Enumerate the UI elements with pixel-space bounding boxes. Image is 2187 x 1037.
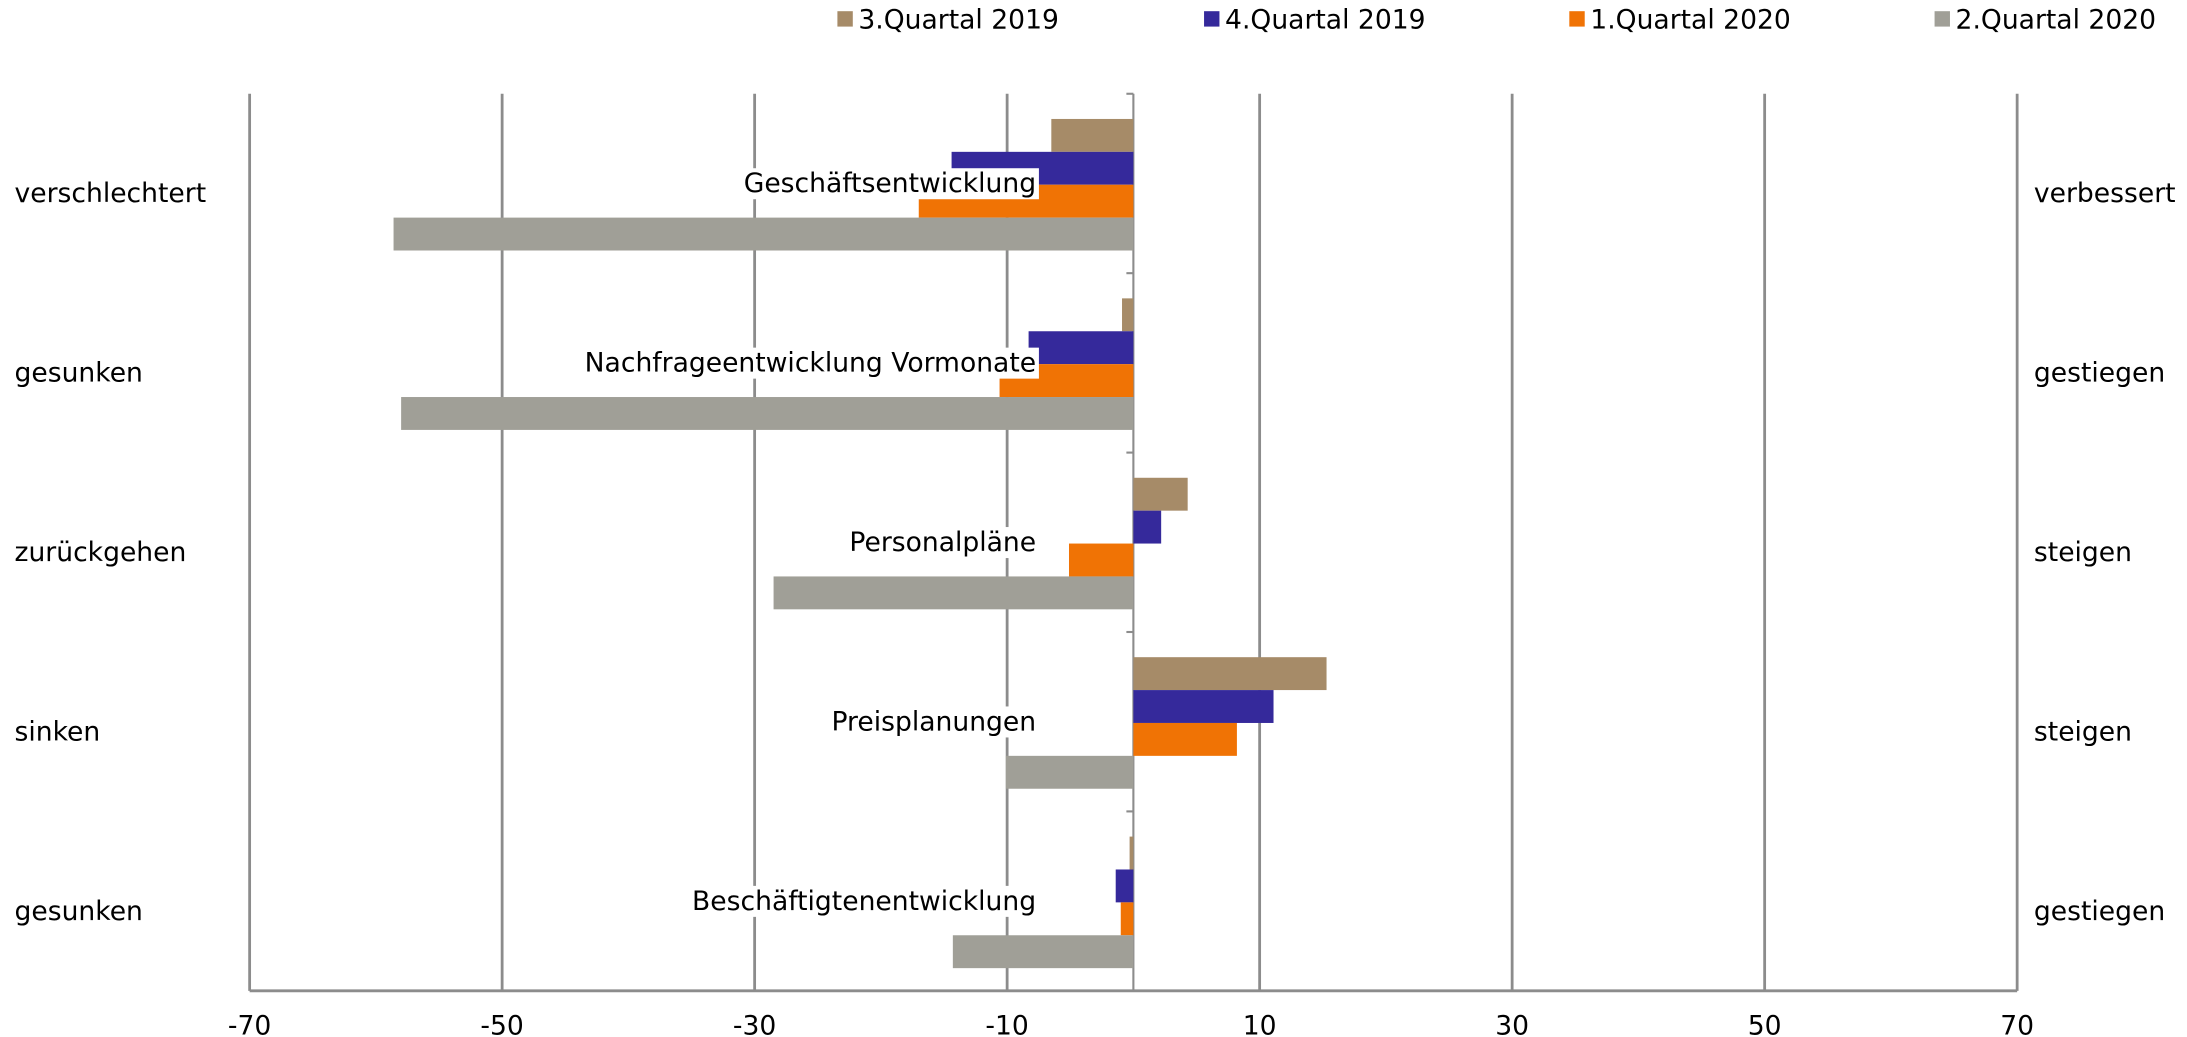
legend-swatch [1934, 11, 1950, 27]
bar [773, 576, 1134, 610]
left-label: sinken [15, 716, 101, 747]
x-tick-label: -10 [985, 1011, 1028, 1037]
x-tick-label: 50 [1748, 1011, 1782, 1037]
bar [1133, 510, 1162, 544]
right-label: gestiegen [2034, 896, 2165, 927]
legend-label: 3.Quartal 2019 [858, 4, 1059, 35]
x-tick-label: 10 [1243, 1011, 1277, 1037]
category-label-bg [740, 168, 1039, 200]
right-label: steigen [2034, 537, 2132, 568]
bar [1122, 298, 1134, 332]
x-tick-label: -30 [733, 1011, 776, 1037]
bar [1129, 836, 1134, 870]
x-tick-label: -70 [228, 1011, 271, 1037]
category-label-bg [846, 527, 1039, 559]
bar [1133, 477, 1188, 511]
category-label-bg [581, 347, 1039, 379]
x-tick-label: 30 [1495, 1011, 1529, 1037]
bar [401, 397, 1134, 430]
right-label: gestiegen [2034, 358, 2165, 389]
bar [1115, 869, 1134, 903]
bar [952, 935, 1134, 969]
category-label: Geschäftsentwicklung [744, 168, 1036, 199]
category-label: Nachfrageentwicklung Vormonate [585, 348, 1036, 379]
left-label: gesunken [15, 896, 143, 927]
bar [393, 217, 1134, 251]
bar [1133, 722, 1237, 756]
x-tick-label: 70 [2000, 1011, 2034, 1037]
left-label: zurückgehen [15, 537, 187, 568]
legend-swatch [1569, 11, 1585, 27]
bar [1120, 902, 1134, 936]
bar [1051, 118, 1134, 152]
category-label: Beschäftigtenentwicklung [692, 886, 1036, 917]
legend-swatch [1204, 11, 1220, 27]
legend-swatch [837, 11, 853, 27]
bar [1133, 657, 1327, 691]
legend-label: 2.Quartal 2020 [1956, 4, 2157, 35]
x-tick-label: -50 [480, 1011, 523, 1037]
bar [1133, 690, 1274, 723]
left-label: gesunken [15, 358, 143, 389]
legend-label: 4.Quartal 2019 [1225, 4, 1426, 35]
category-label-bg [828, 706, 1039, 738]
legend-label: 1.Quartal 2020 [1590, 4, 1791, 35]
category-label: Preisplanungen [831, 706, 1036, 737]
right-label: verbessert [2034, 178, 2176, 209]
left-label: verschlechtert [15, 178, 207, 209]
right-label: steigen [2034, 716, 2132, 747]
bar [1028, 331, 1134, 365]
category-label: Personalpläne [849, 527, 1036, 558]
bar [1068, 543, 1134, 577]
bar [1005, 755, 1134, 789]
category-label-bg [689, 885, 1039, 917]
